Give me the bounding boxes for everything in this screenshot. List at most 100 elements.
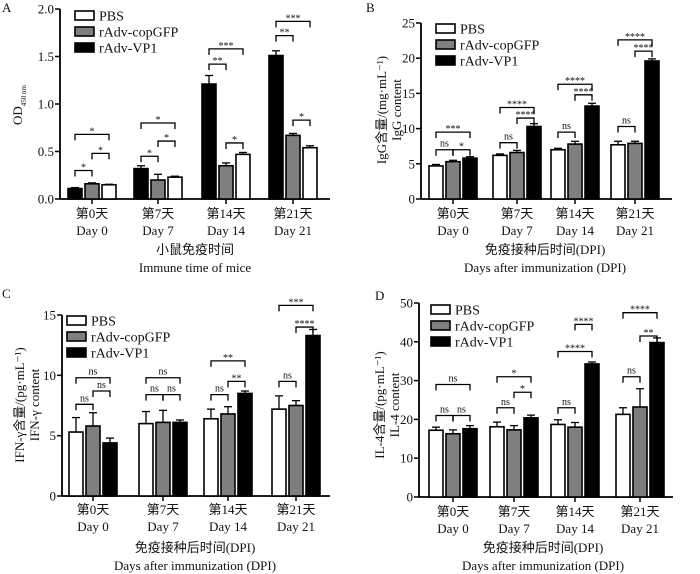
significance-label: ** bbox=[280, 28, 290, 39]
significance-label: * bbox=[512, 369, 517, 380]
bar-radv-vp1 bbox=[172, 421, 188, 497]
x-tick-label-en: Day 14 bbox=[556, 521, 594, 536]
significance-bracket bbox=[499, 106, 535, 114]
x-tick-label-en: Day 7 bbox=[142, 223, 174, 238]
significance-bracket bbox=[208, 48, 244, 55]
y-axis-title-en: IgG content bbox=[389, 79, 404, 141]
bar-radv-copgfp bbox=[506, 429, 522, 498]
legend-swatch-radv-vp1 bbox=[435, 55, 456, 66]
legend-swatch-radv-copgfp bbox=[430, 320, 451, 331]
x-tick-label-cn: 第14天 bbox=[555, 504, 594, 519]
legend-swatch-pbs bbox=[435, 23, 456, 34]
y-tick-label: 1.5 bbox=[38, 49, 54, 64]
bar-radv-copgfp bbox=[445, 432, 461, 498]
significance-bracket bbox=[140, 122, 176, 129]
significance-bracket bbox=[75, 403, 94, 411]
bar-pbs bbox=[428, 429, 444, 498]
x-tick-label-cn: 第14天 bbox=[555, 206, 594, 221]
x-tick-label-en: Day 21 bbox=[274, 223, 312, 238]
x-tick-label-en: Day 0 bbox=[437, 223, 468, 238]
legend-swatch-pbs bbox=[66, 315, 87, 326]
x-axis-title-en: Immune time of mice bbox=[139, 260, 252, 275]
significance-label: **** bbox=[634, 43, 654, 54]
legend-label: rAdv-copGFP bbox=[455, 320, 535, 335]
legend-label: rAdv-VP1 bbox=[99, 42, 157, 57]
y-tick-label: 0.0 bbox=[38, 192, 54, 207]
bar-pbs bbox=[235, 153, 251, 200]
significance-bracket bbox=[278, 304, 314, 312]
y-tick-label: 15 bbox=[402, 86, 415, 101]
significance-label: **** bbox=[295, 319, 315, 330]
panel-letter: C bbox=[2, 286, 11, 301]
x-tick-label-cn: 第7天 bbox=[142, 206, 175, 221]
significance-bracket bbox=[513, 391, 532, 399]
bar-pbs bbox=[489, 425, 505, 498]
x-tick-label-cn: 第14天 bbox=[208, 502, 247, 517]
significance-bracket bbox=[622, 312, 658, 319]
significance-bracket bbox=[557, 407, 576, 414]
y-axis-label: OD450 nm bbox=[10, 84, 28, 125]
legend-swatch-radv-copgfp bbox=[66, 331, 87, 342]
legend-label: PBS bbox=[91, 315, 116, 330]
legend-swatch-radv-copgfp bbox=[74, 26, 95, 37]
x-tick-label-en: Day 21 bbox=[277, 519, 315, 534]
bar-radv-copgfp bbox=[218, 164, 234, 200]
legend-label: rAdv-copGFP bbox=[91, 331, 171, 346]
legend-label: rAdv-VP1 bbox=[455, 336, 513, 351]
panel-letter: B bbox=[366, 0, 375, 15]
significance-label: ns bbox=[89, 367, 98, 378]
significance-label: * bbox=[520, 384, 525, 395]
significance-bracket bbox=[557, 83, 593, 91]
x-tick-label-en: Day 0 bbox=[437, 521, 468, 536]
y-tick-label: 50 bbox=[400, 296, 413, 311]
x-tick-label-en: Day 14 bbox=[207, 223, 245, 238]
bar-pbs bbox=[167, 176, 183, 200]
y-tick-label: 10 bbox=[402, 121, 415, 136]
bar-radv-vp1 bbox=[305, 334, 321, 497]
significance-bracket bbox=[208, 63, 227, 71]
significance-label: *** bbox=[286, 13, 301, 24]
x-tick-label-en: Day 7 bbox=[501, 223, 533, 238]
bar-radv-vp1 bbox=[268, 54, 284, 200]
y-axis-label: IL-4含量/(pg·mL⁻¹) IL-4 content bbox=[372, 351, 402, 459]
bar-radv-vp1 bbox=[133, 167, 149, 200]
significance-bracket bbox=[74, 133, 110, 141]
y-tick-label: 2.0 bbox=[38, 2, 54, 17]
bar-radv-copgfp bbox=[567, 426, 583, 498]
significance-bracket bbox=[574, 323, 593, 331]
significance-label: * bbox=[147, 148, 152, 159]
y-tick-label: 25 bbox=[402, 16, 415, 31]
significance-bracket bbox=[91, 152, 110, 160]
significance-label: *** bbox=[446, 124, 461, 135]
bar-radv-copgfp bbox=[627, 142, 643, 200]
significance-bracket bbox=[574, 94, 593, 101]
y-tick-label: 30 bbox=[400, 373, 413, 388]
bar-radv-vp1 bbox=[523, 417, 539, 498]
significance-bracket bbox=[452, 149, 471, 156]
bar-pbs bbox=[550, 423, 566, 498]
x-tick-label-cn: 第21天 bbox=[615, 206, 654, 221]
x-tick-label-cn: 第0天 bbox=[437, 504, 470, 519]
bar-radv-vp1 bbox=[102, 442, 118, 497]
y-axis-title-en: IL-4 content bbox=[387, 372, 402, 437]
significance-label: **** bbox=[565, 344, 585, 355]
y-axis-title-cn: IFN-γ含量/(pg·mL⁻¹) bbox=[12, 347, 27, 462]
significance-bracket bbox=[225, 142, 244, 149]
y-tick-label: 20 bbox=[400, 412, 413, 427]
bar-pbs bbox=[550, 148, 566, 200]
x-tick-label-cn: 第0天 bbox=[77, 502, 110, 517]
significance-label: ns bbox=[501, 397, 510, 408]
significance-label: ** bbox=[644, 328, 654, 339]
significance-label: ns bbox=[449, 373, 458, 384]
bar-radv-copgfp bbox=[220, 413, 236, 497]
x-tick-label-en: Day 7 bbox=[147, 519, 179, 534]
bar-radv-vp1 bbox=[462, 157, 478, 200]
y-tick-label: 0 bbox=[409, 192, 416, 207]
y-axis-title-main: OD bbox=[10, 106, 25, 125]
bar-pbs bbox=[492, 154, 508, 200]
significance-label: **** bbox=[625, 32, 645, 43]
significance-bracket bbox=[557, 350, 593, 358]
significance-bracket bbox=[210, 360, 246, 367]
x-tick-label-cn: 第14天 bbox=[206, 206, 245, 221]
x-tick-label-en: Day 14 bbox=[556, 223, 594, 238]
